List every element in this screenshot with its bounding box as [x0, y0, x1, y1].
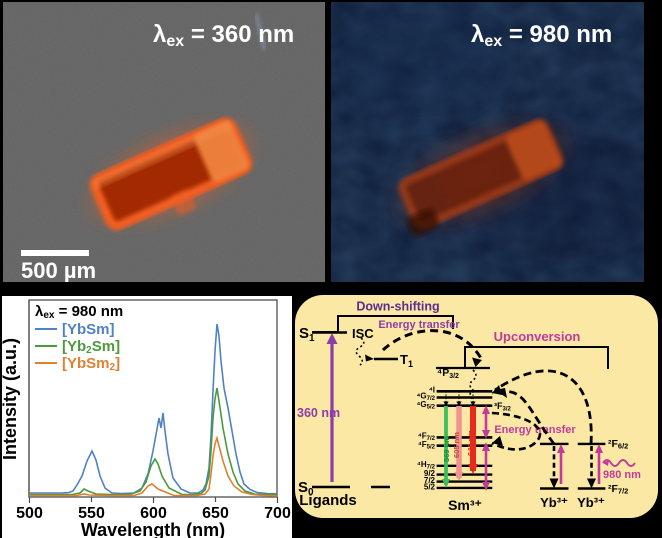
svg-text:5/2: 5/2 — [424, 483, 436, 492]
svg-text:Sm³⁺: Sm³⁺ — [448, 497, 482, 513]
svg-text:Yb³⁺: Yb³⁺ — [540, 495, 568, 510]
svg-text:980 nm: 980 nm — [603, 469, 641, 481]
svg-text:Intensity (a.u.): Intensity (a.u.) — [2, 338, 20, 460]
svg-text:569 nm: 569 nm — [442, 436, 451, 462]
svg-text:360 nm: 360 nm — [297, 406, 340, 420]
svg-text:648 nm: 648 nm — [466, 430, 475, 456]
svg-text:Upconversion: Upconversion — [494, 329, 581, 344]
svg-text:Down-shifting: Down-shifting — [356, 300, 439, 314]
svg-text:[Yb2Sm]: [Yb2Sm] — [62, 338, 120, 356]
svg-text:500: 500 — [16, 505, 43, 522]
svg-text:Yb³⁺: Yb³⁺ — [577, 495, 605, 510]
svg-text:Wavelength (nm): Wavelength (nm) — [81, 520, 225, 538]
svg-text:700: 700 — [264, 505, 291, 522]
svg-text:[YbSm]: [YbSm] — [62, 321, 115, 338]
svg-text:ISC: ISC — [352, 326, 374, 341]
svg-text:Ligands: Ligands — [299, 492, 357, 509]
svg-text:500 µm: 500 µm — [21, 258, 96, 282]
svg-text:⁴I: ⁴I — [429, 386, 435, 395]
svg-text:Energy transfer: Energy transfer — [378, 319, 460, 331]
svg-text:605 nm: 605 nm — [452, 432, 461, 458]
